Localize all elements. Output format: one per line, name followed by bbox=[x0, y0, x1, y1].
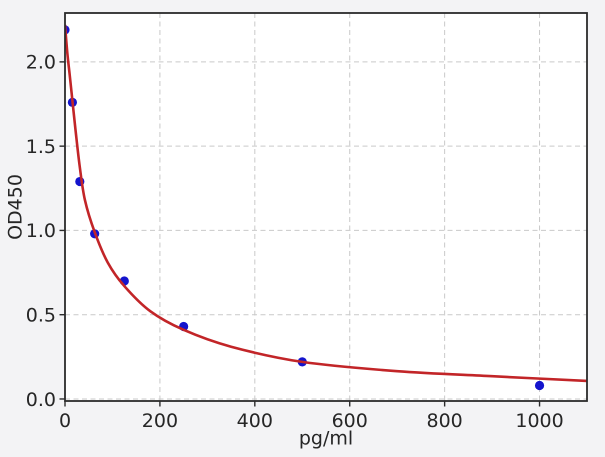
y-axis-label: OD450 bbox=[4, 174, 27, 240]
plot-border bbox=[64, 12, 588, 402]
data-point-marker bbox=[534, 380, 545, 391]
x-tick-label: 1000 bbox=[515, 410, 563, 432]
y-tick-label: 0.5 bbox=[26, 305, 56, 327]
y-tick-label: 1.0 bbox=[26, 220, 56, 242]
x-tick-label: 400 bbox=[237, 410, 273, 432]
x-tick-label: 800 bbox=[427, 410, 463, 432]
standard-curve-line bbox=[65, 24, 587, 383]
y-tick-label: 1.5 bbox=[26, 136, 56, 158]
y-tick-label: 2.0 bbox=[26, 52, 56, 74]
plot-background bbox=[65, 13, 587, 401]
x-tick-label: 0 bbox=[59, 410, 71, 432]
x-axis-label: pg/ml bbox=[298, 427, 354, 450]
x-tick-label: 200 bbox=[142, 410, 178, 432]
x-tick-label: 600 bbox=[332, 410, 368, 432]
y-tick-label: 0.0 bbox=[26, 389, 56, 411]
